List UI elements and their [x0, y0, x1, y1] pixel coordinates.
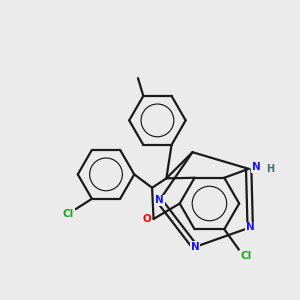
Text: O: O — [143, 214, 152, 224]
Text: Cl: Cl — [62, 209, 74, 219]
Text: N: N — [190, 242, 200, 252]
Text: N: N — [155, 196, 164, 206]
Text: N: N — [246, 222, 255, 233]
Text: Cl: Cl — [240, 251, 251, 261]
Text: H: H — [266, 164, 274, 174]
Text: N: N — [252, 162, 260, 172]
